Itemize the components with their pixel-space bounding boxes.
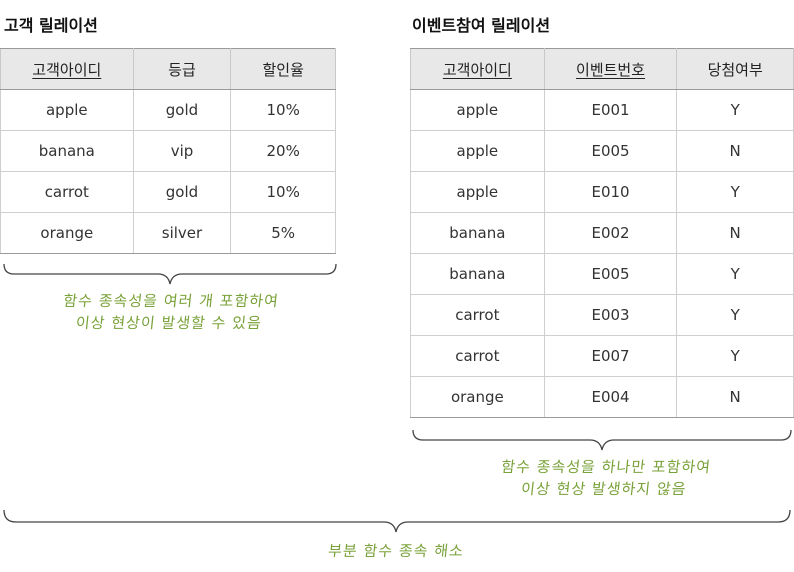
bottom-note: 부분 함수 종속 해소 (245, 540, 547, 562)
table-cell: apple (410, 89, 545, 131)
table-cell: Y (676, 294, 794, 336)
table-header-row: 고객아이디 등급 할인율 (0, 48, 336, 90)
table-row: carrot E003 Y (410, 294, 794, 336)
column-header-win-status: 당첨여부 (676, 48, 794, 90)
table-row: banana E002 N (410, 212, 794, 254)
table-row: carrot gold 10% (0, 171, 336, 213)
bottom-note-text: 부분 함수 종속 해소 (327, 542, 465, 560)
table-cell: N (676, 130, 794, 172)
table-cell: banana (410, 253, 545, 295)
table-cell: Y (676, 253, 794, 295)
table-row: apple E005 N (410, 130, 794, 172)
table-cell: 5% (230, 212, 336, 254)
table-cell: Y (676, 171, 794, 213)
table-cell: silver (132, 212, 232, 254)
table-cell: Y (676, 89, 794, 131)
table-cell: banana (0, 130, 134, 172)
customer-relation-table: 고객아이디 등급 할인율 apple gold 10% banana vip 2… (0, 48, 336, 254)
table-cell: E005 (543, 253, 678, 295)
table-cell: gold (132, 171, 232, 213)
right-note-line2: 이상 현상 발생하지 않음 (520, 480, 688, 498)
table-cell: orange (410, 376, 545, 418)
bottom-brace (3, 509, 791, 533)
right-relation-title: 이벤트참여 릴레이션 (412, 16, 551, 35)
table-cell: carrot (0, 171, 134, 213)
table-cell: N (676, 212, 794, 254)
table-cell: carrot (410, 335, 545, 377)
table-cell: 10% (230, 89, 336, 131)
table-cell: E005 (543, 130, 678, 172)
table-row: orange E004 N (410, 376, 794, 418)
column-header-customer-id: 고객아이디 (410, 48, 545, 90)
table-cell: E003 (543, 294, 678, 336)
table-cell: 20% (230, 130, 336, 172)
left-relation-title: 고객 릴레이션 (4, 16, 98, 35)
table-cell: carrot (410, 294, 545, 336)
table-cell: banana (410, 212, 545, 254)
table-cell: N (676, 376, 794, 418)
column-header-event-number: 이벤트번호 (543, 48, 678, 90)
column-header-customer-id: 고객아이디 (0, 48, 134, 90)
table-row: banana E005 Y (410, 253, 794, 295)
table-row: apple E010 Y (410, 171, 794, 213)
table-cell: apple (410, 130, 545, 172)
table-cell: Y (676, 335, 794, 377)
table-row: orange silver 5% (0, 212, 336, 254)
table-cell: E002 (543, 212, 678, 254)
table-row: apple E001 Y (410, 89, 794, 131)
left-brace (3, 263, 337, 285)
right-brace (412, 429, 792, 451)
left-note: 함수 종속성을 여러 개 포함하여 이상 현상이 발생할 수 있음 (18, 290, 323, 334)
right-note-line1: 함수 종속성을 하나만 포함하여 (500, 458, 712, 476)
event-participation-table: 고객아이디 이벤트번호 당첨여부 apple E001 Y apple E005… (410, 48, 794, 418)
table-cell: 10% (230, 171, 336, 213)
table-cell: orange (0, 212, 134, 254)
table-cell: E010 (543, 171, 678, 213)
table-row: apple gold 10% (0, 89, 336, 131)
column-header-grade: 등급 (132, 48, 232, 90)
column-header-discount: 할인율 (230, 48, 336, 90)
right-note: 함수 종속성을 하나만 포함하여 이상 현상 발생하지 않음 (438, 456, 773, 500)
table-row: banana vip 20% (0, 130, 336, 172)
table-cell: E001 (543, 89, 678, 131)
left-note-line2: 이상 현상이 발생할 수 있음 (74, 314, 263, 332)
table-cell: E004 (543, 376, 678, 418)
table-cell: apple (0, 89, 134, 131)
table-cell: gold (132, 89, 232, 131)
table-cell: vip (132, 130, 232, 172)
table-cell: apple (410, 171, 545, 213)
table-cell: E007 (543, 335, 678, 377)
left-note-line1: 함수 종속성을 여러 개 포함하여 (62, 292, 280, 310)
table-row: carrot E007 Y (410, 335, 794, 377)
table-header-row: 고객아이디 이벤트번호 당첨여부 (410, 48, 794, 90)
